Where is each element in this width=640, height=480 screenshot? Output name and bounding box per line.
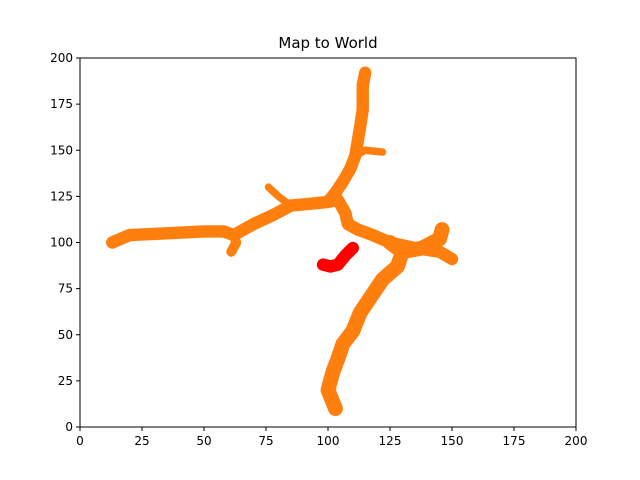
series-1 (316, 241, 359, 273)
series-0 (106, 66, 459, 416)
series-1-stroke-0 (316, 241, 359, 273)
y-tick-label: 25 (58, 374, 73, 388)
x-axis: 0 25 50 75 100 125 150 175 200 (76, 427, 587, 448)
y-tick-label: 75 (58, 282, 73, 296)
y-tick-label: 175 (50, 97, 73, 111)
y-tick-label: 200 (50, 51, 73, 65)
x-tick-label: 0 (76, 434, 84, 448)
x-tick-label: 100 (317, 434, 340, 448)
y-tick-label: 50 (58, 328, 73, 342)
series-0-stroke-6 (320, 244, 410, 416)
y-tick-label: 125 (50, 189, 73, 203)
series-0-stroke-2 (321, 66, 372, 209)
y-tick-label: 0 (65, 420, 73, 434)
series-0-stroke-4 (264, 183, 295, 210)
series-0-stroke-1 (226, 230, 242, 257)
series-0-stroke-3 (351, 146, 387, 160)
x-tick-label: 150 (441, 434, 464, 448)
y-tick-label: 150 (50, 143, 73, 157)
chart-title: Map to World (278, 34, 377, 52)
y-axis: 0 25 50 75 100 125 150 175 200 (50, 51, 80, 434)
x-tick-label: 200 (565, 434, 588, 448)
x-tick-label: 125 (379, 434, 402, 448)
x-tick-label: 25 (134, 434, 149, 448)
y-tick-label: 100 (50, 236, 73, 250)
series-layer (106, 66, 459, 416)
x-tick-label: 50 (196, 434, 211, 448)
x-tick-label: 175 (503, 434, 526, 448)
x-tick-label: 75 (258, 434, 273, 448)
